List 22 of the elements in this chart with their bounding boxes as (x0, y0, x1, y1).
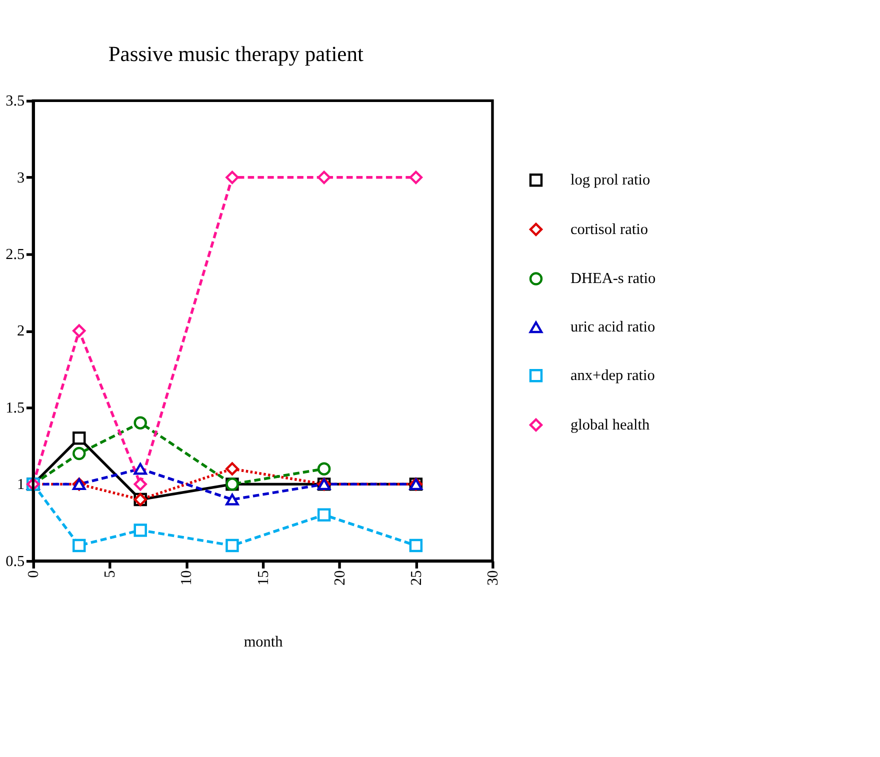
x-tick-label: 0 (25, 570, 42, 578)
y-tick-label: 1 (17, 476, 25, 494)
x-tick-label: 15 (254, 570, 272, 586)
x-tick-label: 20 (331, 570, 348, 586)
legend-label: DHEA-s ratio (570, 270, 656, 288)
y-tick-label: 2.5 (6, 246, 26, 264)
legend-label: anx+dep ratio (570, 367, 656, 384)
y-tick-label: 2 (17, 322, 25, 340)
y-tick-label: 1.5 (6, 399, 26, 416)
x-axis-title: month (244, 634, 284, 651)
x-tick-label: 30 (484, 570, 502, 586)
legend-label: cortisol ratio (570, 220, 648, 238)
legend-label: log prol ratio (570, 172, 650, 189)
legend-label: global health (570, 416, 650, 434)
y-tick-label: 0.5 (6, 552, 26, 570)
x-tick-label: 25 (408, 570, 425, 586)
x-tick-label: 10 (178, 570, 196, 586)
x-tick-label: 5 (102, 570, 119, 578)
y-tick-label: 3 (17, 169, 26, 186)
chart-title: Passive music therapy patient (108, 42, 364, 66)
y-tick-label: 3.5 (6, 92, 26, 110)
legend-label: uric acid ratio (570, 318, 656, 336)
